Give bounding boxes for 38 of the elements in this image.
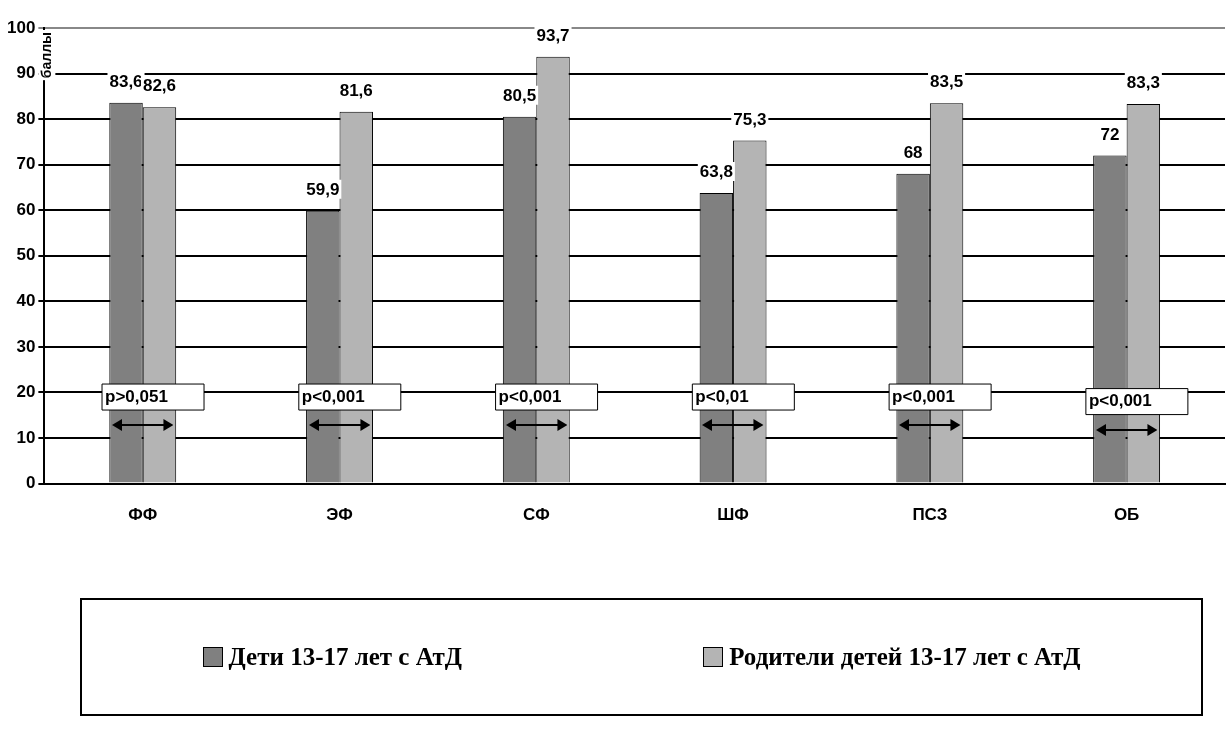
annotation: p>0,051: [105, 386, 168, 406]
y-axis-title: баллы: [38, 32, 55, 79]
x-tick-label: ЭФ: [326, 505, 353, 525]
data-label: 75,3: [733, 109, 767, 129]
x-tick-label: ПСЗ: [912, 505, 948, 525]
y-tick-label: 60: [16, 199, 36, 219]
data-label: 81,6: [339, 81, 373, 101]
annotation: p<0,01: [695, 386, 749, 406]
x-tick-label: ОБ: [1113, 505, 1140, 525]
data-label: 83,3: [1126, 73, 1160, 93]
data-label: 93,7: [536, 25, 570, 45]
data-label: 83,6: [109, 71, 143, 91]
data-label: 68: [903, 142, 923, 162]
annotation: p<0,001: [301, 386, 365, 406]
data-label: 80,5: [503, 86, 537, 106]
data-label: 59,9: [306, 179, 340, 199]
x-tick-label: ФФ: [128, 505, 158, 525]
legend-label: Дети 13-17 лет с АтД: [228, 643, 462, 671]
x-tick-label: ШФ: [717, 505, 749, 525]
y-tick-label: 10: [16, 427, 36, 447]
y-tick-label: 20: [16, 382, 36, 402]
annotation: p<0,001: [1088, 391, 1152, 411]
annotation: p<0,001: [892, 386, 955, 406]
y-tick-label: 0: [25, 473, 36, 493]
data-label: 83,5: [930, 72, 964, 92]
data-label: 72: [1100, 124, 1120, 144]
data-label: 63,8: [699, 162, 733, 182]
y-tick-label: 30: [16, 336, 36, 356]
data-label: 82,6: [142, 76, 177, 96]
y-tick-label: 40: [16, 291, 36, 311]
y-tick-label: 80: [16, 108, 36, 128]
x-tick-label: СФ: [522, 505, 550, 525]
y-tick-label: 50: [16, 245, 36, 265]
y-tick-label: 100: [6, 17, 36, 37]
annotation: p<0,001: [498, 386, 562, 406]
legend-label: Родители детей 13-17 лет с АтД: [729, 643, 1081, 671]
y-tick-label: 70: [16, 154, 36, 174]
y-tick-label: 90: [16, 63, 36, 83]
